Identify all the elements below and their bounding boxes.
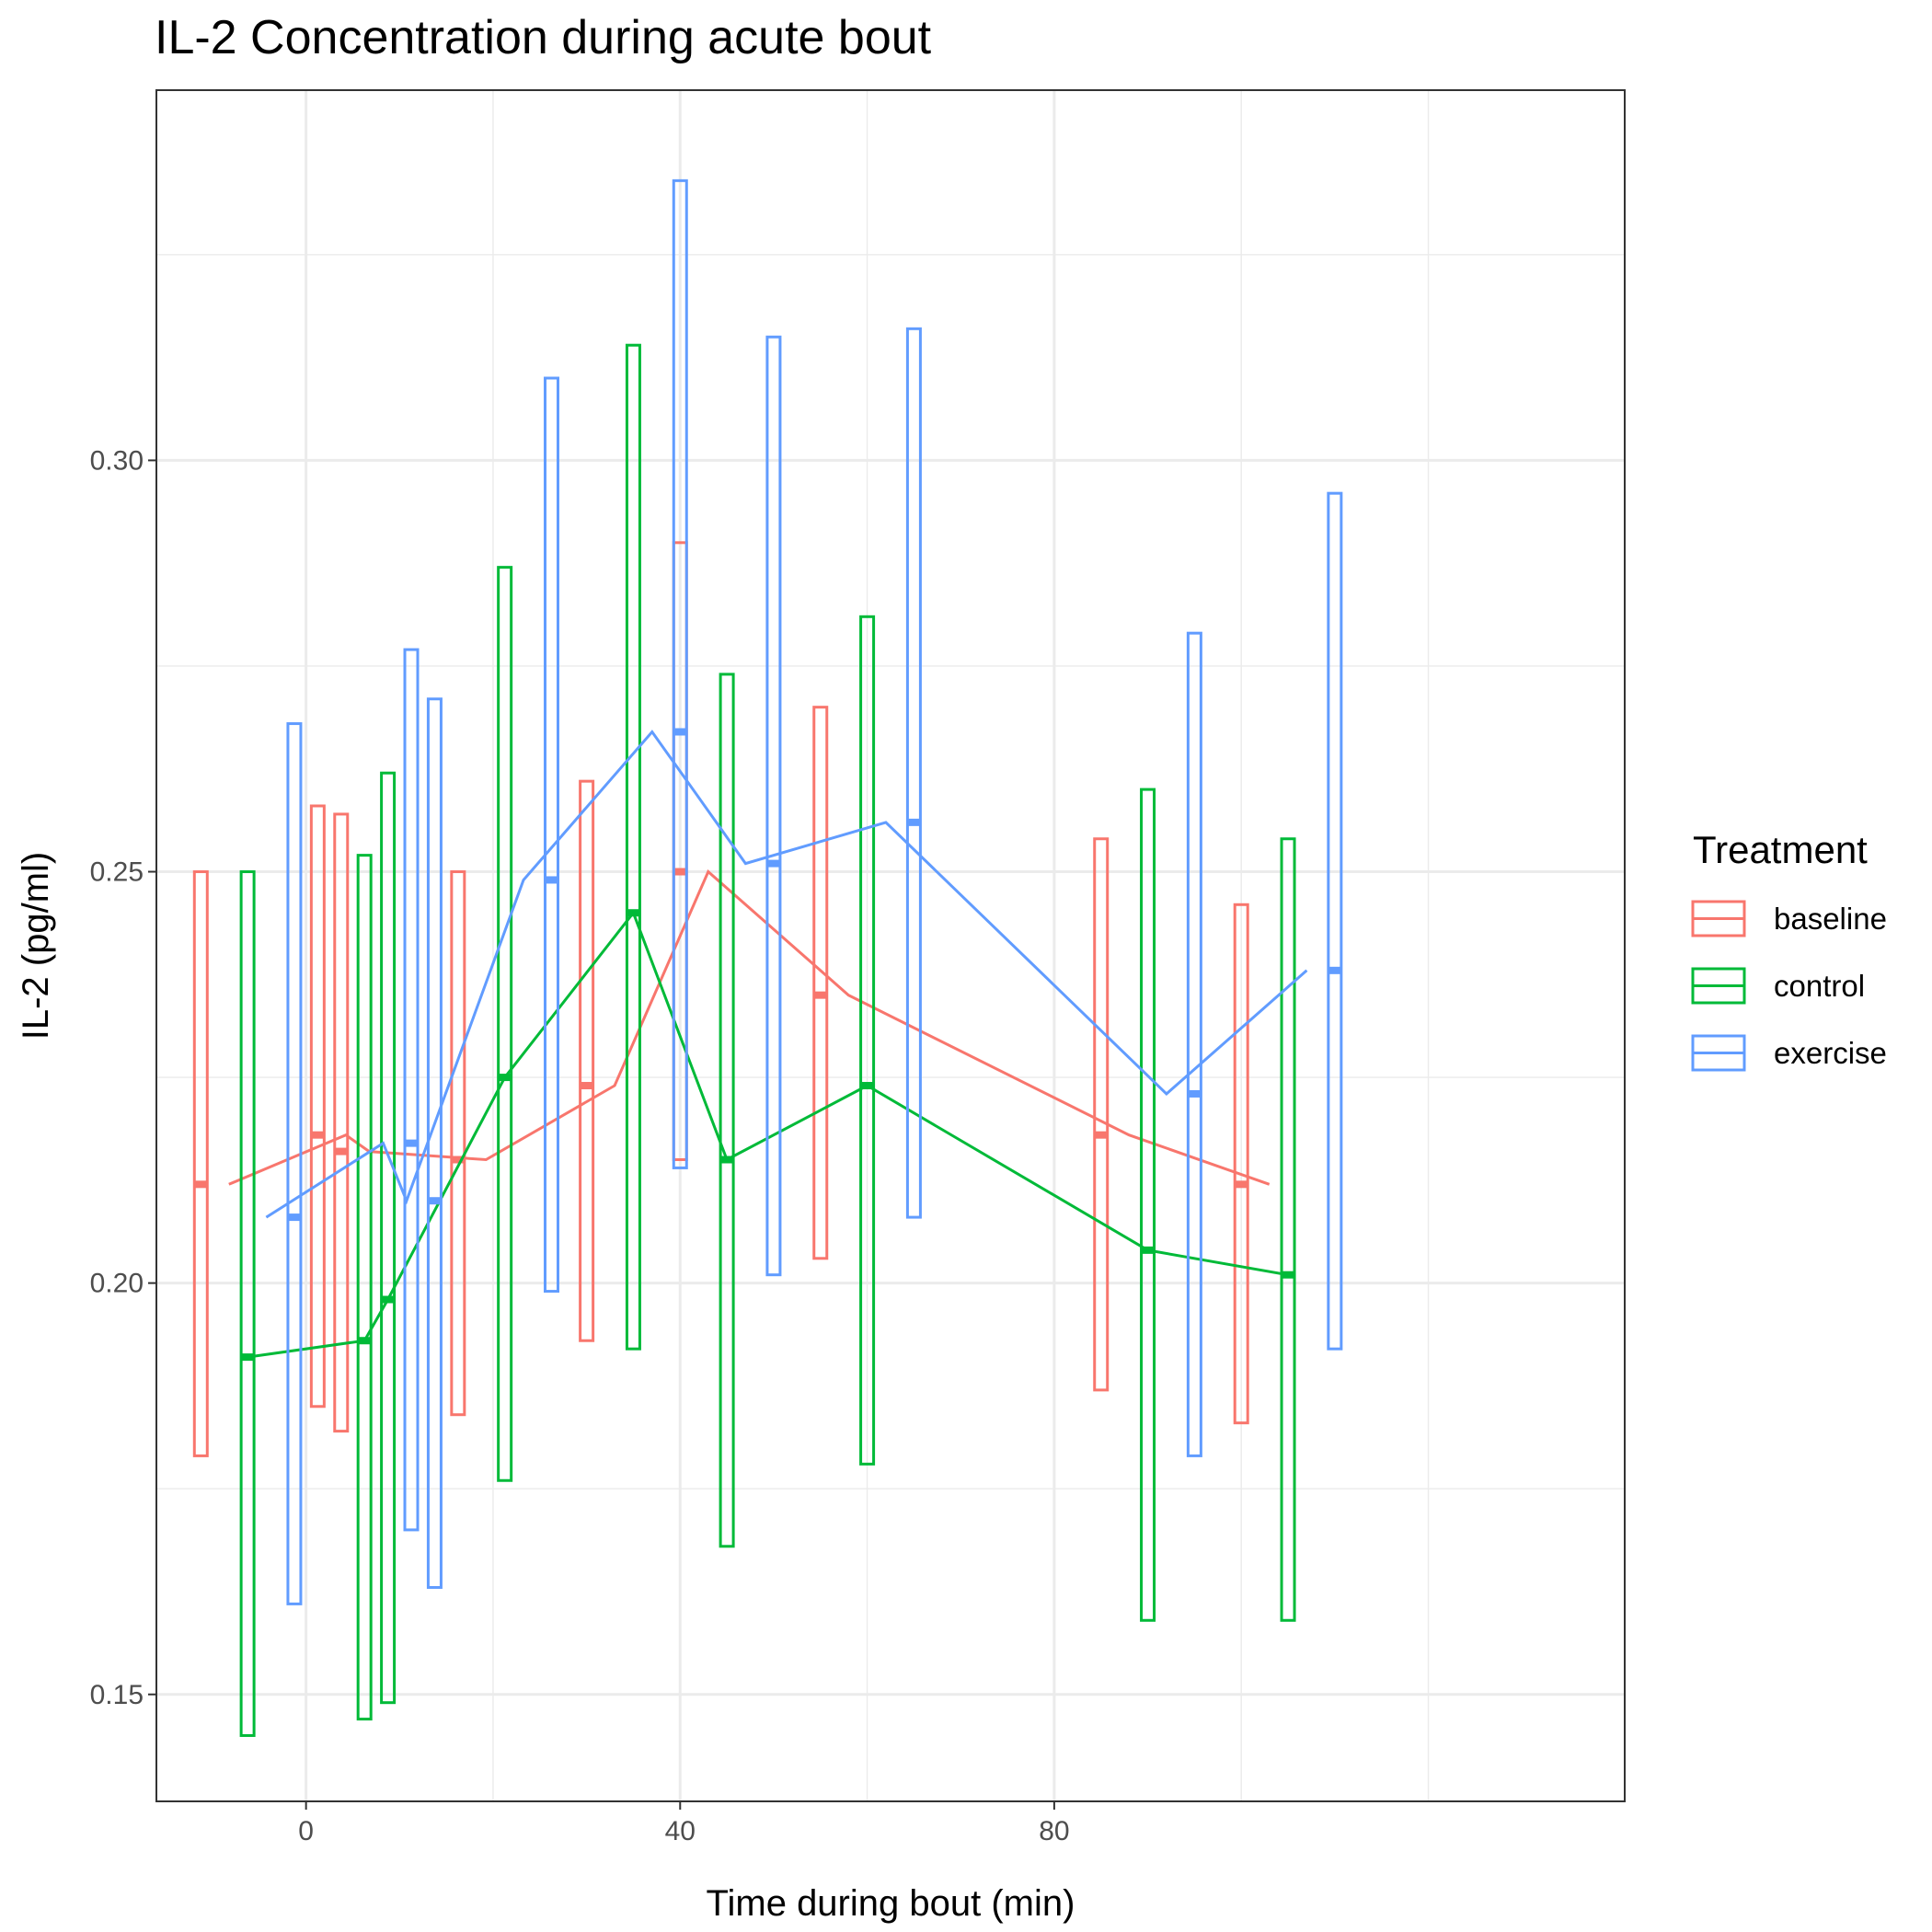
interval-box-control (380, 771, 397, 1705)
interval-box-exercise (672, 178, 688, 1169)
interval-box-control (719, 673, 735, 1548)
y-tick-label: 0.20 (90, 1269, 144, 1299)
interval-box-exercise (403, 648, 420, 1532)
x-tick-label: 0 (298, 1816, 314, 1846)
series-line-baseline (228, 869, 1271, 1186)
data-marks (192, 178, 1343, 1737)
interval-box-control (356, 854, 373, 1721)
interval-box-exercise (1327, 491, 1343, 1351)
series-line-control (247, 910, 1289, 1359)
interval-box-exercise (1186, 631, 1202, 1457)
series-exercise (265, 178, 1343, 1605)
y-axis: 0.15 0.20 0.25 0.30 (90, 445, 156, 1710)
x-tick-label: 80 (1039, 1816, 1069, 1846)
interval-box-baseline (309, 804, 326, 1409)
grid (156, 90, 1625, 1801)
interval-box-exercise (765, 335, 782, 1277)
interval-box-control (497, 566, 513, 1482)
legend-label-baseline: baseline (1774, 902, 1887, 936)
series-control (239, 343, 1296, 1737)
interval-box-baseline (1233, 903, 1249, 1425)
interval-box-exercise (286, 722, 303, 1605)
interval-box-control (625, 343, 641, 1351)
interval-box-control (239, 870, 256, 1737)
legend: Treatment baseline control exercise (1691, 828, 1887, 1072)
panel-border (155, 89, 1626, 1802)
interval-box-exercise (905, 327, 922, 1219)
x-axis: 0 40 80 (298, 1801, 1070, 1846)
legend-title: Treatment (1693, 828, 1868, 871)
interval-box-exercise (543, 376, 559, 1294)
y-tick-label: 0.15 (90, 1680, 144, 1710)
x-axis-title: Time during bout (min) (707, 1883, 1075, 1924)
y-axis-title: IL-2 (pg/ml) (16, 852, 56, 1041)
interval-box-baseline (333, 812, 350, 1433)
interval-box-baseline (579, 779, 595, 1342)
interval-box-control (1280, 837, 1296, 1622)
interval-box-control (1140, 788, 1156, 1622)
plot-panel (156, 90, 1625, 1801)
interval-box-baseline (192, 870, 209, 1457)
interval-box-baseline (812, 706, 829, 1260)
legend-label-control: control (1774, 969, 1865, 1003)
chart-title: IL-2 Concentration during acute bout (155, 11, 932, 64)
y-tick-label: 0.25 (90, 857, 144, 888)
y-tick-label: 0.30 (90, 445, 144, 476)
interval-box-baseline (450, 870, 466, 1417)
interval-box-baseline (1093, 837, 1110, 1392)
interval-box-control (859, 615, 876, 1466)
series-line-exercise (265, 730, 1308, 1219)
x-tick-label: 40 (665, 1816, 696, 1846)
legend-items: baseline control exercise (1691, 900, 1887, 1072)
legend-label-exercise: exercise (1774, 1036, 1887, 1070)
